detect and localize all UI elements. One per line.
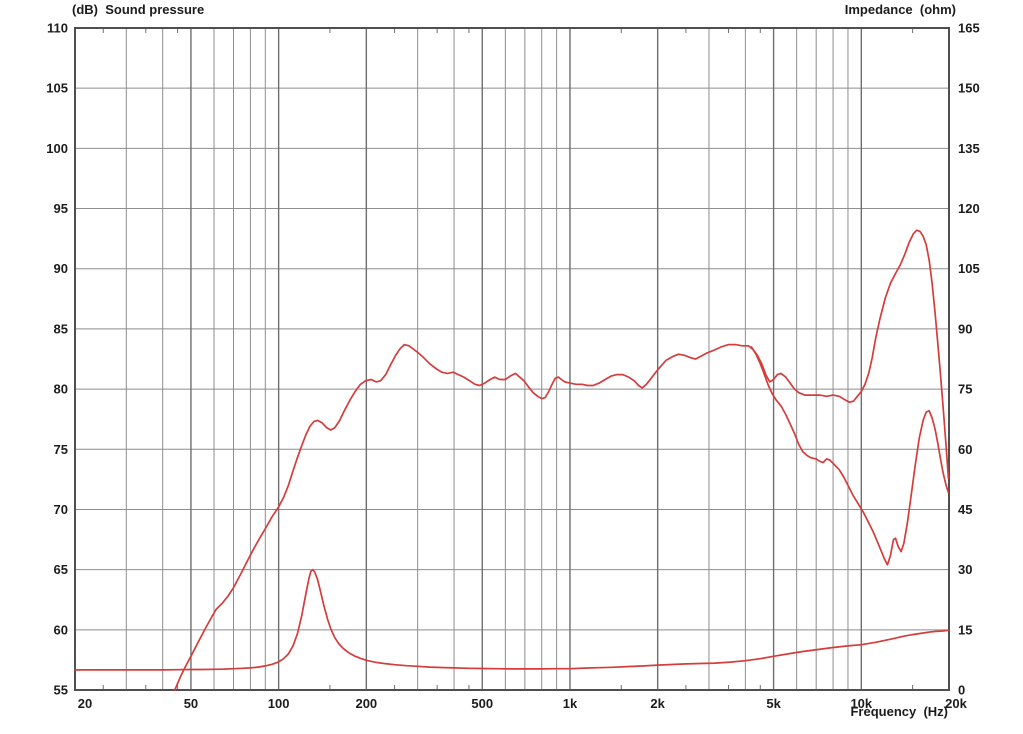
y-right-tick-label: 135	[958, 141, 980, 156]
y-left-tick-label: 90	[54, 261, 68, 276]
y-right-tick-label: 0	[958, 683, 965, 698]
y-left-tick-label: 110	[47, 21, 68, 36]
gridlines	[75, 28, 949, 690]
y-right-tick-label: 60	[958, 442, 972, 457]
x-tick-label: 200	[355, 696, 377, 711]
impedance-curve	[74, 568, 950, 671]
x-tick-label: 100	[268, 696, 290, 711]
y-right-tick-label: 120	[958, 201, 980, 216]
x-tick-label: 10k	[850, 696, 872, 711]
y-right-tick-label: 45	[958, 502, 972, 517]
plot-border	[74, 27, 950, 691]
minor-ticks	[102, 28, 914, 690]
axis-tick-labels: 55 60 65 70 75 80 85 90 95 100 105 110 0 15 30 45 60 75 90…	[46, 21, 979, 712]
y-left-tick-label: 55	[54, 683, 68, 698]
y-left-tick-label: 80	[54, 382, 68, 397]
y-left-tick-label: 105	[46, 81, 68, 96]
curves	[74, 229, 950, 691]
y-left-tick-label: 60	[54, 622, 68, 637]
x-tick-label: 50	[184, 696, 198, 711]
x-axis-title: Frequency (Hz)	[850, 704, 948, 719]
y-right-tick-label: 105	[958, 261, 980, 276]
y-left-tick-label: 100	[46, 141, 68, 156]
y-left-tick-label: 70	[54, 502, 68, 517]
y-right-tick-label: 90	[958, 321, 972, 336]
y-left-tick-label: 95	[54, 201, 68, 216]
y-left-tick-label: 85	[54, 321, 68, 336]
y-right-tick-label: 15	[958, 622, 972, 637]
left-axis-title: (dB) Sound pressure	[72, 2, 205, 17]
y-right-tick-label: 165	[958, 21, 980, 36]
y-right-tick-label: 150	[958, 81, 980, 96]
x-tick-label: 2k	[650, 696, 665, 711]
y-left-tick-label: 65	[54, 562, 68, 577]
x-tick-label: 500	[471, 696, 493, 711]
x-tick-label: 1k	[563, 696, 578, 711]
right-axis-title: Impedance (ohm)	[844, 2, 956, 17]
y-right-tick-label: 30	[958, 562, 972, 577]
sound-pressure-on-axis-curve	[173, 229, 950, 691]
x-tick-label: 5k	[766, 696, 781, 711]
plot-frame	[74, 27, 950, 691]
y-right-tick-label: 75	[958, 382, 972, 397]
y-left-tick-label: 75	[54, 442, 68, 457]
sound-pressure-off-axis-curve	[750, 346, 950, 566]
x-tick-label: 20k	[945, 696, 967, 711]
x-tick-label: 20	[78, 696, 92, 711]
